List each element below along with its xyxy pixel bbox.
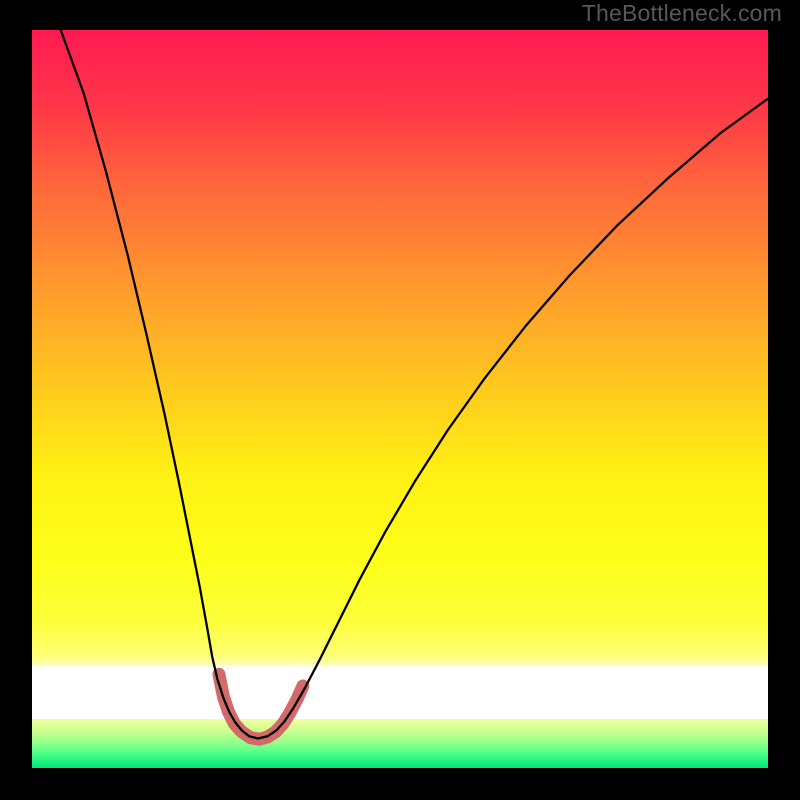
chart-plot-area [32,30,768,768]
bottleneck-curve [61,30,768,738]
watermark-text: TheBottleneck.com [582,0,782,27]
bottleneck-curve-highlight [219,674,303,739]
chart-svg [32,30,768,768]
